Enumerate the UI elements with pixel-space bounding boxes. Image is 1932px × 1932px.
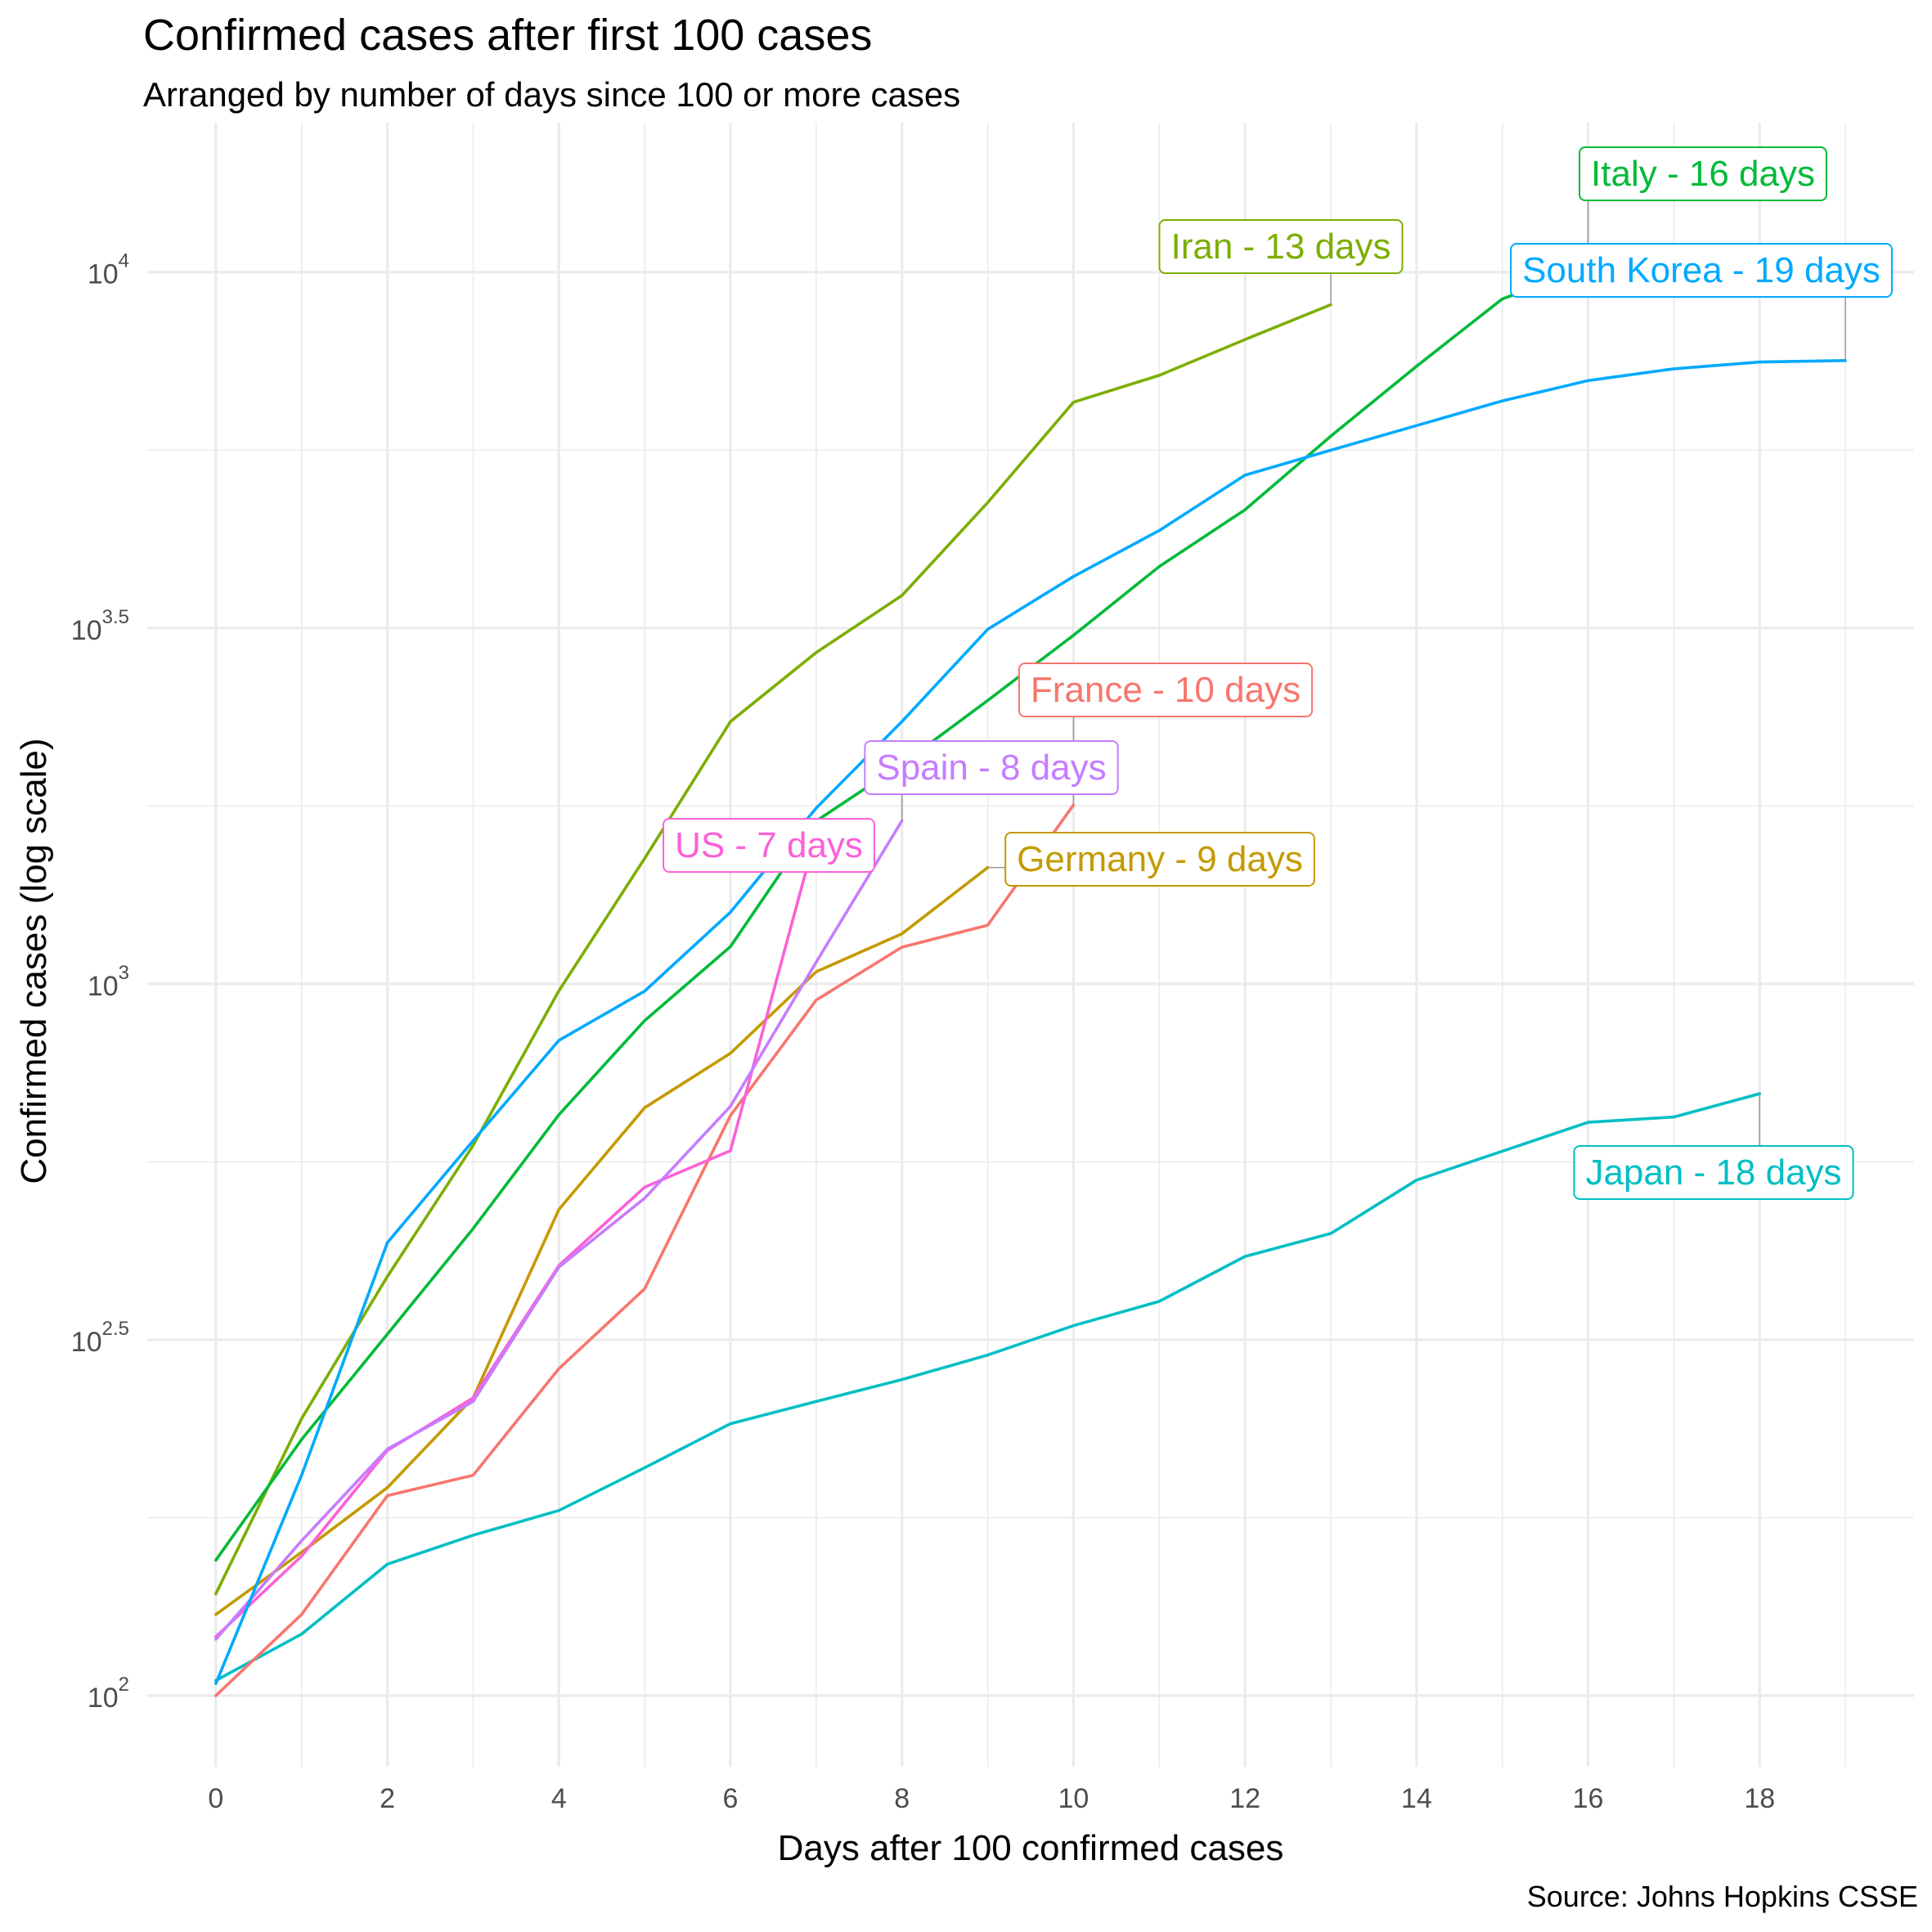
series-line-us <box>214 831 818 1638</box>
series-label-france: France - 10 days <box>1018 663 1314 806</box>
series-line-france <box>214 803 1076 1697</box>
series-label-box <box>1004 832 1315 887</box>
x-axis-title: Days after 100 confirmed cases <box>777 1828 1284 1868</box>
series-label-text: France - 10 days <box>1031 670 1301 710</box>
chart-title: Confirmed cases after first 100 cases <box>143 11 873 60</box>
y-tick-label: 104 <box>88 250 129 290</box>
series-label-box <box>663 818 875 873</box>
chart-caption: Source: Johns Hopkins CSSE <box>1526 1880 1918 1913</box>
series-label-text: Japan - 18 days <box>1585 1152 1841 1193</box>
series-label-box <box>1158 219 1404 274</box>
series-label-box <box>864 740 1119 795</box>
y-axis-title: Confirmed cases (log scale) <box>14 738 54 1184</box>
series-label-south-korea: South Korea - 19 days <box>1510 243 1893 361</box>
series-line-germany <box>214 865 990 1616</box>
x-tick-label: 6 <box>723 1783 739 1814</box>
x-tick-label: 18 <box>1744 1783 1775 1814</box>
series-label-box <box>1510 243 1893 298</box>
x-tick-label: 10 <box>1058 1783 1090 1814</box>
series-label-box <box>1579 146 1827 201</box>
series-label-text: Italy - 16 days <box>1591 154 1815 194</box>
x-tick-label: 0 <box>208 1783 223 1814</box>
x-tick-label: 16 <box>1573 1783 1604 1814</box>
series-line-spain <box>214 819 904 1641</box>
series-label-spain: Spain - 8 days <box>864 740 1119 821</box>
y-tick-label: 103.5 <box>71 606 129 646</box>
series-label-text: Germany - 9 days <box>1017 839 1303 879</box>
series-label-germany: Germany - 9 days <box>987 832 1315 887</box>
series-label-box <box>1018 663 1314 717</box>
series-label-box <box>1573 1145 1854 1200</box>
x-tick-label: 14 <box>1401 1783 1432 1814</box>
series-label-text: Iran - 13 days <box>1170 227 1391 267</box>
y-tick-label: 102 <box>88 1674 129 1714</box>
y-tick-label: 102.5 <box>71 1318 129 1358</box>
series-label-japan: Japan - 18 days <box>1573 1094 1854 1200</box>
x-tick-label: 8 <box>894 1783 910 1814</box>
series-label-iran: Iran - 13 days <box>1158 219 1404 305</box>
series-label-text: South Korea - 19 days <box>1522 250 1880 290</box>
x-tick-label: 2 <box>380 1783 395 1814</box>
series-label-us: US - 7 days <box>663 818 875 873</box>
x-tick-label: 12 <box>1229 1783 1260 1814</box>
series-line-japan <box>214 1092 1762 1683</box>
x-tick-label: 4 <box>551 1783 567 1814</box>
chart-subtitle: Arranged by number of days since 100 or … <box>143 75 961 114</box>
series-line-south-korea <box>214 358 1847 1685</box>
series-label-text: US - 7 days <box>675 825 863 865</box>
series-label-text: Spain - 8 days <box>876 748 1106 788</box>
y-tick-label: 103 <box>88 962 129 1002</box>
series-line-iran <box>214 303 1332 1596</box>
series-label-italy: Italy - 16 days <box>1579 146 1827 268</box>
